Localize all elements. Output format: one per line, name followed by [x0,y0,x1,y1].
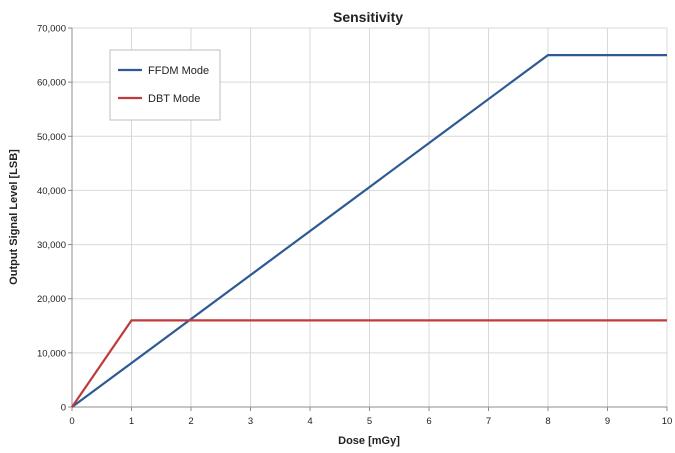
x-tick-label: 4 [307,416,312,427]
x-tick-label: 0 [69,416,74,427]
y-tick-label: 0 [61,403,66,414]
legend-box [109,49,221,121]
x-tick-label: 9 [605,416,610,427]
x-tick-label: 6 [426,416,431,427]
x-tick-label: 10 [662,416,673,427]
x-tick-label: 1 [129,416,134,427]
y-tick-label: 50,000 [37,132,66,143]
series-lines [71,53,667,408]
y-tick-label: 20,000 [37,294,66,305]
legend: FFDM Mode DBT Mode [109,49,221,121]
y-axis-label: Output Signal Level [LSB] [8,149,20,285]
y-tick-label: 70,000 [37,24,66,35]
chart-title: Sensitivity [333,9,403,25]
legend-label: DBT Mode [148,93,200,105]
series-line-dbt-mode [71,319,667,408]
x-tick-label: 7 [486,416,491,427]
grid-lines [72,27,668,407]
x-tick-label: 5 [367,416,372,427]
y-tick-label: 30,000 [37,240,66,251]
y-tick-labels: 0 10,000 20,000 30,000 40,000 50,000 60,000 70,… [37,24,66,414]
series-line-ffdm-mode [71,53,667,408]
x-tick-label: 2 [188,416,193,427]
legend-label: FFDM Mode [148,65,209,77]
x-tick-labels: 0 1 2 3 4 5 6 7 8 9 10 [69,416,672,427]
x-tick-label: 3 [248,416,253,427]
y-tick-label: 40,000 [37,186,66,197]
y-tick-label: 60,000 [37,78,66,89]
axes [68,27,668,411]
y-tick-label: 10,000 [37,348,66,359]
x-tick-label: 8 [545,416,550,427]
x-axis-label: Dose [mGy] [338,435,400,447]
